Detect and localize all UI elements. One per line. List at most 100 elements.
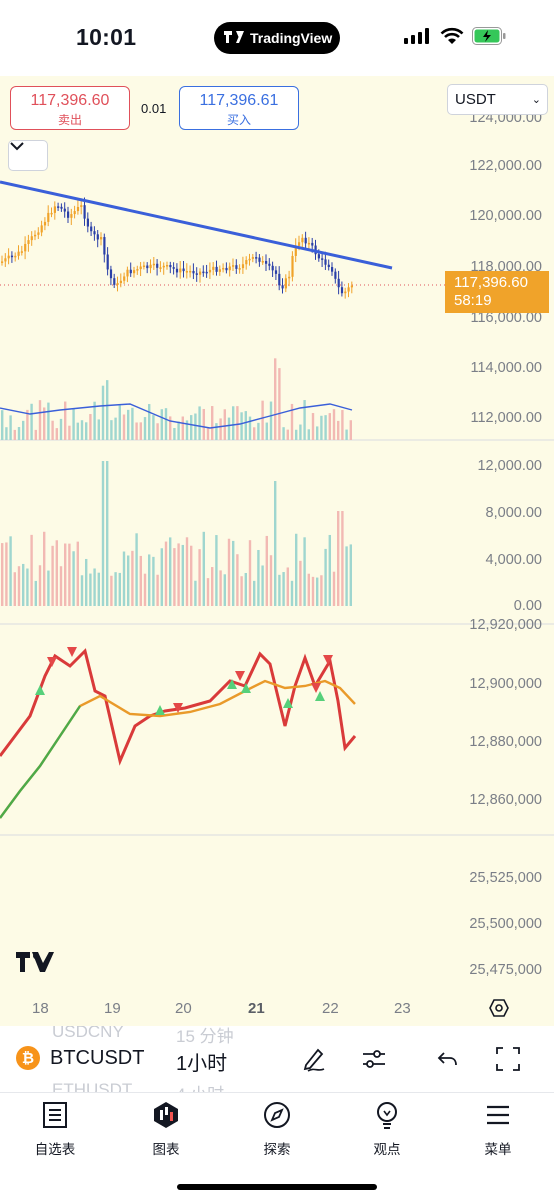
candle-body bbox=[265, 261, 268, 264]
candle-body bbox=[17, 251, 20, 256]
app-pill[interactable]: TradingView bbox=[214, 22, 340, 54]
ghost-symbol: USDCNY bbox=[52, 1026, 124, 1041]
sell-label: 卖出 bbox=[57, 113, 82, 127]
volume-bar bbox=[269, 401, 273, 440]
signal-icon bbox=[404, 28, 429, 44]
volume-bar bbox=[93, 568, 96, 606]
volume-bar bbox=[290, 403, 294, 440]
candle-body bbox=[149, 264, 152, 269]
candle-body bbox=[205, 271, 208, 274]
candle-body bbox=[344, 291, 347, 294]
volume-bar bbox=[320, 415, 323, 440]
time-axis-label: 18 bbox=[32, 1000, 49, 1017]
candle-body bbox=[139, 266, 142, 270]
volume-bar bbox=[72, 551, 75, 606]
candle-body bbox=[109, 269, 113, 279]
candle-body bbox=[14, 255, 17, 258]
volume-bar bbox=[286, 429, 289, 440]
candle-body bbox=[324, 259, 327, 265]
candle-body bbox=[307, 242, 311, 245]
volume-bar bbox=[257, 422, 260, 440]
buy-label: 买入 bbox=[226, 113, 251, 127]
sell-signal-marker bbox=[47, 657, 57, 667]
volume-bar bbox=[68, 425, 71, 440]
volume-bar bbox=[341, 511, 344, 606]
candle-body bbox=[274, 270, 278, 274]
bottom-nav: 自选表 图表 探索 观点 菜单 bbox=[0, 1092, 554, 1200]
volume-bar bbox=[341, 410, 344, 440]
nav-label: 探索 bbox=[263, 1142, 291, 1157]
volume-bar bbox=[332, 571, 336, 606]
watchlist-icon bbox=[43, 1102, 67, 1128]
candle-body bbox=[57, 206, 60, 208]
candle-body bbox=[245, 260, 248, 265]
candle-body bbox=[40, 225, 43, 233]
volume-bar bbox=[68, 543, 71, 606]
volume-bar bbox=[143, 573, 147, 606]
volume-bar bbox=[198, 406, 201, 440]
candle-body bbox=[1, 261, 4, 263]
candle-body bbox=[238, 268, 241, 270]
candle-body bbox=[202, 271, 205, 274]
candle-body bbox=[123, 276, 126, 281]
candle-body bbox=[268, 263, 271, 266]
candle-body bbox=[86, 218, 89, 227]
interval-selector[interactable]: 1小时 bbox=[176, 1053, 228, 1075]
indicator-green-line bbox=[0, 705, 81, 819]
volume-bar bbox=[307, 573, 310, 606]
volume-bar bbox=[295, 429, 298, 440]
drawing-pen-icon[interactable] bbox=[300, 1045, 328, 1078]
volume-bar bbox=[110, 575, 113, 606]
volume-bar bbox=[85, 422, 88, 440]
indicator-settings-icon[interactable] bbox=[360, 1045, 388, 1078]
nav-watchlist[interactable]: 自选表 bbox=[15, 1101, 95, 1158]
volume-bar bbox=[17, 427, 21, 440]
trendline bbox=[0, 180, 393, 270]
buy-signal-marker bbox=[315, 691, 325, 701]
volume-bar bbox=[244, 572, 247, 606]
candle-body bbox=[142, 265, 146, 268]
volume-bar bbox=[76, 541, 79, 606]
volume-bar bbox=[244, 411, 247, 440]
volume-bar bbox=[219, 418, 222, 440]
candle-body bbox=[113, 278, 116, 285]
extra-axis-label: 25,475,000 bbox=[469, 962, 542, 978]
buy-button[interactable]: 117,396.61 买入 bbox=[179, 86, 299, 130]
chart-canvas[interactable] bbox=[0, 76, 554, 1026]
candle-body bbox=[100, 237, 103, 240]
home-indicator bbox=[177, 1184, 377, 1190]
volume-bar bbox=[59, 418, 63, 440]
volume-bar bbox=[173, 548, 176, 606]
nav-ideas[interactable]: 观点 bbox=[347, 1101, 427, 1158]
volume-bar bbox=[316, 426, 319, 440]
candle-body bbox=[350, 285, 353, 288]
fullscreen-icon[interactable] bbox=[494, 1045, 522, 1078]
candle-body bbox=[116, 283, 119, 285]
price-axis-label: 116,000.00 bbox=[470, 310, 543, 326]
volume-bar bbox=[22, 420, 25, 440]
chart-toolbar: USDCNY 15 分钟 ETHUSDT 4 小时 ₿ BTCUSDT 1小时 bbox=[0, 1026, 554, 1092]
candle-body bbox=[218, 269, 221, 272]
currency-select[interactable]: USDT ⌄ bbox=[447, 84, 548, 115]
sell-button[interactable]: 117,396.60 卖出 bbox=[10, 86, 130, 130]
nav-explore[interactable]: 探索 bbox=[237, 1101, 317, 1158]
candle-body bbox=[208, 269, 212, 273]
collapse-button[interactable] bbox=[8, 140, 48, 171]
volume-bar bbox=[139, 555, 142, 606]
candle-body bbox=[321, 258, 324, 260]
nav-menu[interactable]: 菜单 bbox=[458, 1101, 538, 1158]
undo-icon[interactable] bbox=[434, 1045, 462, 1078]
volume-bar bbox=[236, 554, 239, 606]
nav-chart[interactable]: 图表 bbox=[126, 1101, 206, 1158]
volume-bar bbox=[232, 406, 235, 440]
volume-bar bbox=[181, 416, 184, 440]
wifi-icon bbox=[440, 27, 464, 44]
candle-body bbox=[334, 271, 337, 279]
candle-body bbox=[83, 205, 86, 219]
chart-area[interactable]: 117,396.60 卖出 0.01 117,396.61 买入 124,000… bbox=[0, 76, 554, 1026]
indicator-axis-label: 12,900,000 bbox=[469, 676, 542, 692]
symbol-selector[interactable]: ₿ BTCUSDT bbox=[16, 1046, 144, 1070]
ghost-interval: 15 分钟 bbox=[176, 1027, 234, 1046]
volume-bar bbox=[169, 537, 172, 606]
volume-bar bbox=[265, 535, 268, 606]
